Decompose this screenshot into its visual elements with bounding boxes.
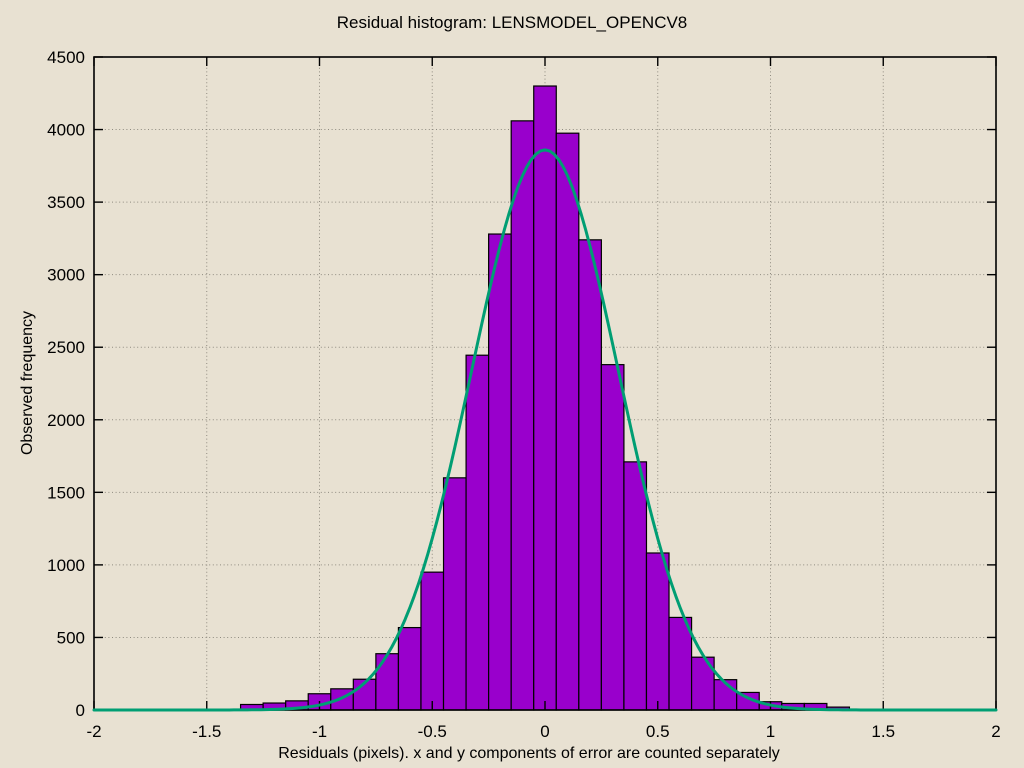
histogram-bar	[600, 364, 625, 711]
histogram-bar	[533, 85, 557, 711]
y-tick-label: 4000	[47, 121, 85, 140]
y-tick-label: 0	[76, 701, 85, 720]
histogram-bar	[465, 354, 490, 711]
x-tick-label: -0.5	[418, 722, 447, 741]
histogram-bar	[668, 616, 693, 711]
y-tick-label: 1000	[47, 556, 85, 575]
x-tick-label: -2	[86, 722, 101, 741]
x-tick-label: 1	[766, 722, 775, 741]
histogram-bar	[623, 461, 648, 711]
histogram-bar	[442, 477, 467, 711]
histogram-bar	[397, 626, 422, 711]
y-tick-label: 1500	[47, 483, 85, 502]
histogram-bar	[420, 571, 445, 711]
histogram-bar	[645, 552, 670, 711]
y-tick-label: 2000	[47, 411, 85, 430]
y-tick-label: 500	[57, 628, 85, 647]
gaussian-fit-curve	[92, 148, 998, 712]
chart-title: Residual histogram: LENSMODEL_OPENCV8	[336, 13, 688, 32]
histogram-bar	[578, 239, 602, 711]
x-tick-label: -1.5	[192, 722, 221, 741]
x-tick-label: 1.5	[871, 722, 895, 741]
y-tick-label: 3000	[47, 266, 85, 285]
y-tick-label: 2500	[47, 338, 85, 357]
histogram-bar	[488, 233, 512, 711]
x-axis-label: Residuals (pixels). x and y components o…	[278, 745, 780, 762]
histogram-bar	[375, 653, 400, 711]
histogram-bar	[510, 120, 535, 711]
x-tick-label: 2	[991, 722, 1000, 741]
x-tick-label: 0	[540, 722, 549, 741]
y-tick-label: 4500	[47, 48, 85, 67]
histogram-bars	[239, 85, 851, 711]
x-tick-label: 0.5	[646, 722, 670, 741]
x-tick-label: -1	[312, 722, 327, 741]
y-tick-label: 3500	[47, 193, 85, 212]
histogram-bar	[555, 132, 580, 711]
